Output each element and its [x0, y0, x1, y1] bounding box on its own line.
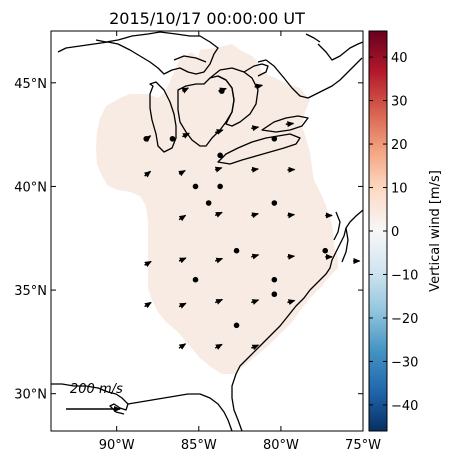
- map-area: 200 m/s: [51, 31, 363, 431]
- station-marker: [233, 247, 240, 254]
- wind-vector: [251, 166, 260, 173]
- colorbar: 40 30 20 10 0 −10 −20 −30 −40 Vertical wind [m/s…: [368, 30, 443, 432]
- wind-vector: [182, 132, 190, 139]
- colorbar-ticks: 40 30 20 10 0 −10 −20 −30 −40: [369, 51, 418, 414]
- station-marker: [271, 135, 278, 142]
- wind-vector: [251, 212, 260, 219]
- colorbar-tick-label: −10: [391, 268, 418, 283]
- wind-vector: [143, 170, 152, 178]
- x-ticks: 90°W 85°W 80°W 75°W: [99, 31, 381, 453]
- wind-vector: [181, 87, 190, 94]
- station-marker: [205, 200, 212, 206]
- station-marker: [233, 322, 240, 329]
- station-marker: [192, 183, 199, 190]
- wind-vector: [285, 121, 295, 128]
- field-region: [96, 44, 338, 374]
- wind-vector: [251, 253, 260, 260]
- y-tick-label: 35°N: [14, 284, 47, 299]
- colorbar-tick-label: 40: [391, 51, 408, 66]
- coastlines: [51, 31, 363, 431]
- wind-vector: [287, 299, 296, 306]
- wind-vector: [178, 214, 187, 222]
- wind-vector: [214, 343, 223, 350]
- station-marker: [271, 200, 278, 206]
- colorbar-label: Vertical wind [m/s]: [428, 170, 443, 292]
- x-tick-label: 75°W: [345, 438, 381, 453]
- wind-vector: [178, 302, 187, 309]
- wind-vector: [251, 125, 260, 132]
- wind-vector: [178, 170, 186, 177]
- x-tick-label: 80°W: [263, 438, 299, 453]
- station-marker: [217, 152, 223, 159]
- station-marker: [192, 276, 199, 283]
- station-marker: [218, 88, 225, 94]
- wind-vector: [214, 166, 223, 173]
- y-tick-label: 40°N: [14, 180, 47, 195]
- x-tick-label: 90°W: [99, 438, 135, 453]
- wind-vector: [254, 83, 264, 90]
- colorbar-tick-label: −40: [391, 399, 418, 414]
- wind-vector: [287, 253, 296, 260]
- colorbar-tick-label: −20: [391, 312, 418, 327]
- x-tick-label: 85°W: [181, 438, 217, 453]
- colorbar-tick-label: 30: [391, 95, 408, 110]
- stations: [143, 88, 329, 329]
- colorbar-tick-label: 20: [391, 138, 408, 153]
- chart-title: 2015/10/17 00:00:00 UT: [109, 9, 305, 28]
- wind-vector: [214, 298, 224, 305]
- wind-vector: [144, 260, 152, 268]
- station-marker: [169, 135, 176, 142]
- wind-vector: [251, 299, 260, 305]
- station-marker: [322, 247, 329, 254]
- wind-vector: [178, 343, 187, 350]
- y-tick-label: 45°N: [14, 77, 47, 92]
- y-tick-label: 30°N: [14, 388, 47, 403]
- colorbar-tick-label: 10: [391, 182, 408, 197]
- wind-vector: [144, 301, 152, 309]
- y-ticks: 45°N 40°N 35°N 30°N: [14, 77, 363, 403]
- scale-arrow-label: 200 m/s: [70, 382, 123, 397]
- wind-vector: [214, 129, 224, 135]
- colorbar-tick-label: −30: [391, 355, 418, 370]
- wind-vector: [214, 257, 224, 264]
- wind-vector: [178, 257, 187, 264]
- colorbar-tick-label: 0: [391, 225, 399, 240]
- station-marker: [271, 276, 278, 283]
- wind-vector: [287, 212, 296, 219]
- map-frame: [50, 30, 364, 432]
- station-marker: [143, 135, 150, 142]
- station-marker: [217, 183, 223, 190]
- wind-vector: [214, 211, 223, 218]
- wind-vector: [251, 344, 260, 351]
- station-marker: [271, 291, 278, 298]
